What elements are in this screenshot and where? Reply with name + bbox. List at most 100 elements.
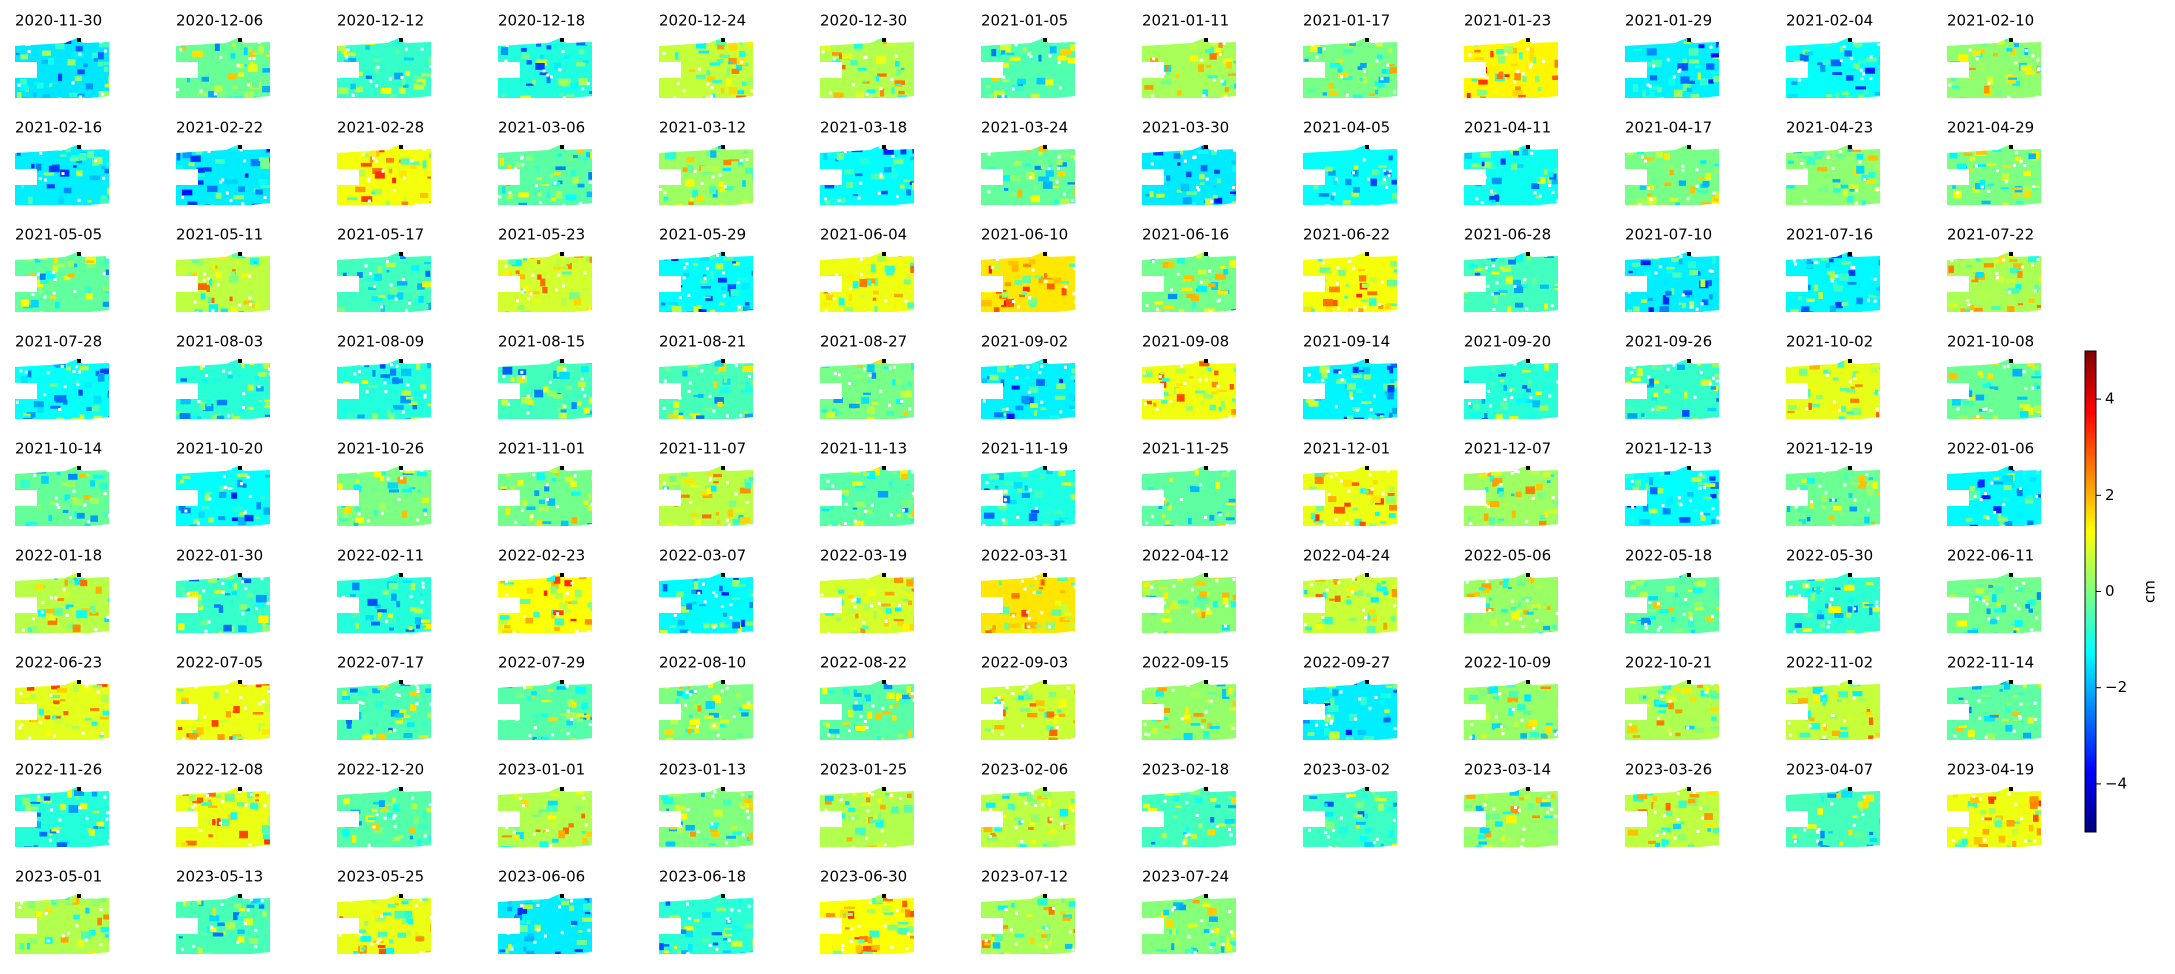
map-gap <box>535 184 538 187</box>
map-panel: 2021-06-16 <box>1142 226 1242 316</box>
map-speckle <box>1492 178 1502 185</box>
map-speckle <box>1041 407 1047 410</box>
map-speckle <box>1231 601 1240 607</box>
map-speckle <box>98 52 104 59</box>
map-speckle <box>886 608 892 613</box>
map-gap <box>1996 169 1999 172</box>
map-speckle <box>874 360 882 364</box>
map-gap <box>389 78 392 81</box>
map-panel: 2021-04-17 <box>1625 119 1723 211</box>
map-gap <box>195 685 198 688</box>
map-speckle <box>1654 362 1658 365</box>
map-speckle <box>564 266 568 270</box>
map-speckle <box>1875 92 1885 98</box>
map-image <box>1625 252 1719 318</box>
map-gap <box>1556 380 1559 383</box>
map-speckle <box>1834 613 1843 618</box>
map-speckle <box>48 704 54 707</box>
map-gap <box>1173 585 1176 588</box>
map-speckle <box>862 597 870 602</box>
map-speckle <box>863 473 869 477</box>
map-gap <box>829 91 832 94</box>
map-speckle <box>1170 419 1178 424</box>
map-speckle <box>1788 405 1798 410</box>
map-speckle <box>1361 179 1364 184</box>
map-speckle <box>889 705 892 709</box>
map-speckle <box>739 39 742 45</box>
map-speckle <box>365 278 374 281</box>
map-gap <box>1829 603 1832 606</box>
map-gap <box>872 704 875 707</box>
map-gap <box>821 593 824 596</box>
map-speckle <box>1630 585 1636 589</box>
map-speckle <box>257 623 262 629</box>
map-speckle <box>913 496 922 498</box>
map-gap <box>1700 512 1703 515</box>
map-speckle <box>1535 391 1542 395</box>
map-speckle <box>1791 309 1799 316</box>
map-gap <box>1327 204 1330 207</box>
map-speckle <box>1061 523 1066 527</box>
map-speckle <box>1871 510 1881 514</box>
map-speckle <box>1815 574 1825 581</box>
map-speckle <box>1879 286 1888 292</box>
map-speckle <box>578 401 582 406</box>
map-gap <box>1232 578 1235 581</box>
map-image <box>659 573 759 637</box>
map-speckle <box>851 468 860 473</box>
map-speckle <box>407 722 414 727</box>
map-marker <box>1365 145 1369 149</box>
map-speckle <box>826 295 833 301</box>
map-gap <box>1204 516 1207 519</box>
map-speckle <box>844 169 854 174</box>
map-speckle <box>49 166 60 173</box>
map-speckle <box>876 56 886 64</box>
map-speckle <box>258 615 268 623</box>
map-speckle <box>876 38 882 43</box>
map-speckle <box>1021 396 1029 404</box>
map-speckle <box>1787 169 1790 173</box>
map-speckle <box>691 513 698 517</box>
map-speckle <box>217 469 225 473</box>
map-speckle <box>39 709 44 715</box>
map-speckle <box>72 726 79 730</box>
map-panel: 2021-01-29 <box>1625 12 1724 103</box>
map-speckle <box>16 489 27 495</box>
map-speckle <box>1652 366 1663 370</box>
map-speckle <box>256 680 262 687</box>
map-gap <box>367 468 370 471</box>
map-gap <box>2015 587 2018 590</box>
map-speckle <box>682 371 687 377</box>
map-speckle <box>261 185 271 188</box>
map-speckle <box>1664 183 1671 187</box>
map-speckle <box>65 724 69 727</box>
map-image <box>337 145 437 212</box>
map-speckle <box>1697 178 1705 181</box>
map-speckle <box>348 52 356 55</box>
panel-title: 2021-06-22 <box>1303 226 1390 244</box>
map-gap <box>1503 398 1506 401</box>
map-speckle <box>1652 180 1656 183</box>
map-speckle <box>64 188 72 194</box>
map-gap <box>828 290 831 293</box>
map-speckle <box>561 298 566 306</box>
map-speckle <box>505 178 511 186</box>
map-speckle <box>1976 272 1984 278</box>
map-speckle <box>1315 394 1322 401</box>
map-speckle <box>841 147 848 152</box>
map-speckle <box>362 735 372 740</box>
map-speckle <box>1359 78 1362 82</box>
map-gap <box>589 181 592 184</box>
map-speckle <box>506 508 511 515</box>
map-speckle <box>877 736 881 744</box>
map-speckle <box>254 261 257 263</box>
map-speckle <box>1668 78 1675 86</box>
map-gap <box>101 732 104 735</box>
map-speckle <box>1665 385 1668 389</box>
map-speckle <box>56 364 66 368</box>
map-speckle <box>1648 298 1653 301</box>
map-speckle <box>1710 303 1719 310</box>
map-speckle <box>1075 732 1079 740</box>
map-gap <box>1034 577 1037 580</box>
map-gap <box>193 280 196 283</box>
